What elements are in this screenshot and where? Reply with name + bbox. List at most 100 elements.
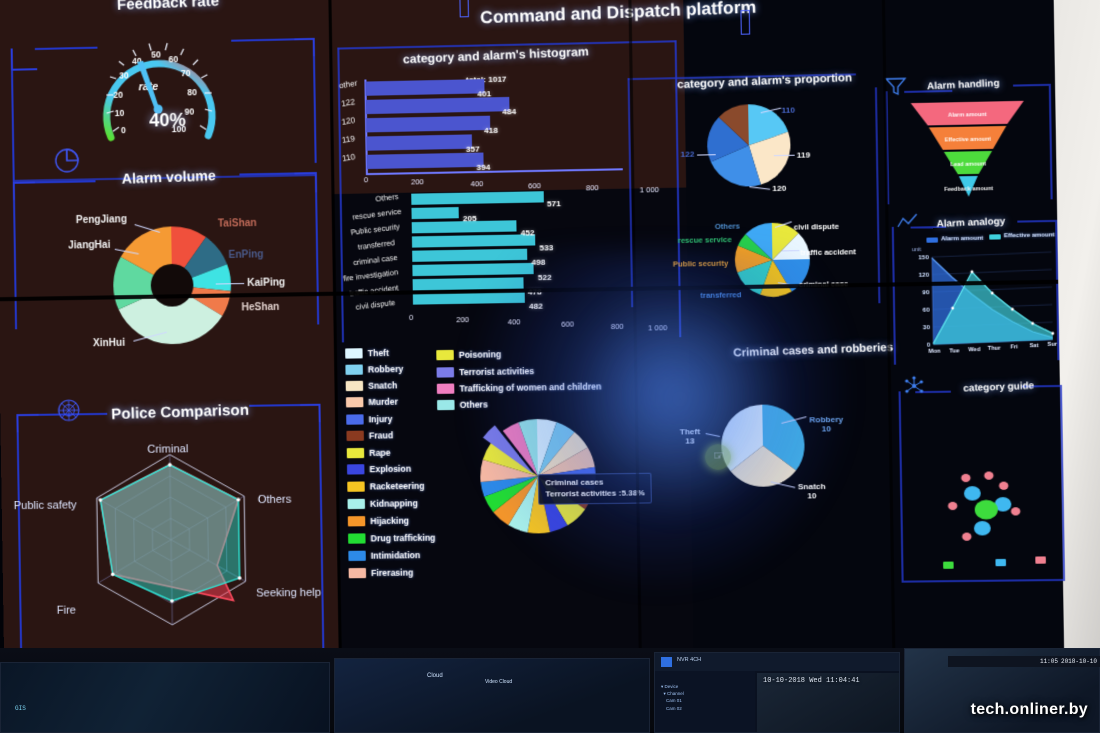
frame-edge-top-right [231, 38, 297, 42]
monitor-right-nvr[interactable]: NVR 4CH ▾ Device ▾ Channel Cam 01 Cam 02… [654, 652, 900, 733]
guide-legend-level-two[interactable] [1035, 556, 1049, 564]
legend-swatch [926, 236, 938, 243]
legend-item-theft[interactable]: Theft [345, 348, 389, 359]
svg-text:60: 60 [923, 308, 931, 314]
legend-item-kidnapping[interactable]: Kidnapping [347, 498, 418, 510]
legend-swatch [345, 380, 364, 392]
legend-swatch [989, 233, 1001, 240]
svg-text:Sat: Sat [1029, 343, 1038, 349]
bar-criminal-case[interactable] [412, 248, 528, 262]
tooltip-value: Terrorist activities :5.38% [545, 487, 645, 499]
windows-taskbar[interactable]: 11:05 2018-10-10 [948, 656, 1100, 667]
legend-item-rape[interactable]: Rape [346, 448, 391, 459]
legend-swatch [436, 367, 455, 378]
category-guide-graph[interactable] [935, 460, 1037, 559]
bar-value-rescue-service: 205 [462, 213, 477, 224]
svg-text:120: 120 [919, 273, 930, 279]
criminal-robberies-pie[interactable] [715, 399, 810, 498]
legend-item-murder[interactable]: Murder [345, 397, 398, 408]
guide-legend-level-one[interactable] [995, 558, 1009, 567]
donut-label-xinhui: XinHui [92, 337, 126, 350]
analogy-legend-alarm-amount[interactable]: Alarm amount [926, 236, 983, 243]
histogram-bar-120[interactable] [366, 115, 491, 133]
legend-swatch [346, 414, 364, 425]
frame-corner-bl [10, 47, 38, 71]
node-icon [902, 375, 925, 403]
svg-text:20: 20 [113, 90, 123, 100]
legend-item-fraud[interactable]: Fraud [346, 430, 393, 442]
legend-item-terrorist-activities[interactable]: Terrorist activities [436, 366, 534, 378]
category-proportion-pie[interactable] [702, 99, 795, 196]
legend-swatch [345, 348, 363, 359]
pie2-label-rescue-service: rescue service [677, 234, 732, 246]
svg-text:100: 100 [172, 124, 187, 134]
radar-icon [55, 397, 82, 429]
svg-text:30: 30 [923, 325, 931, 331]
radar-axis-seeking-help: Seeking help [256, 586, 322, 600]
guide-legend-total-alarm[interactable] [943, 561, 957, 569]
monitor-left[interactable]: GIS [0, 662, 330, 733]
legend-swatch [347, 516, 366, 527]
histogram-bar-119[interactable] [366, 134, 473, 151]
monitor-center[interactable]: Cloud Video Cloud [334, 658, 650, 733]
donut-label-kaiping: KaiPing [247, 277, 286, 290]
legend-item-injury[interactable]: Injury [346, 414, 393, 425]
legend-swatch [348, 567, 367, 579]
histogram-xtick-600: 600 [528, 181, 542, 191]
cctv-timestamp: 10-10-2018 Wed 11:04:41 [763, 677, 860, 685]
svg-text:90: 90 [185, 106, 195, 116]
donut-label-enping: EnPing [228, 249, 264, 261]
legend-item-explosion[interactable]: Explosion [346, 464, 411, 475]
legend-item-racketeering[interactable]: Racketeering [347, 481, 425, 492]
frame-corner-tl [16, 413, 41, 435]
histogram-value-110: 394 [476, 162, 491, 173]
bar-xtick-800: 800 [610, 321, 624, 332]
svg-text:0: 0 [121, 125, 126, 135]
legend-item-snatch[interactable]: Snatch [345, 380, 397, 392]
bar-fire-investigation[interactable] [412, 262, 534, 277]
legend-item-drug-trafficking[interactable]: Drug trafficking [348, 533, 435, 544]
pie-icon [53, 146, 82, 180]
svg-text:Wed: Wed [968, 347, 981, 353]
histogram-bar-110[interactable] [366, 152, 484, 170]
histogram-plot [364, 73, 664, 177]
histogram-bar-122[interactable] [365, 96, 510, 115]
legend-item-hijacking[interactable]: Hijacking [347, 516, 409, 527]
analogy-legend-effective-amount[interactable]: Effective amount [989, 232, 1055, 239]
legend-swatch [348, 550, 366, 562]
legend-swatch [943, 561, 954, 569]
alarm-analogy-chart: 150 120 90 60 30 0 Mon Tue Wed Thur Fri Sat Sun [907, 249, 1059, 368]
svg-text:10: 10 [115, 108, 125, 118]
bar-value-transferred: 533 [539, 243, 554, 253]
feedback-rate-value: 40% [149, 109, 186, 131]
svg-text:60: 60 [168, 54, 178, 64]
pie-label-110: 110 [781, 105, 795, 115]
legend-item-robbery[interactable]: Robbery [345, 364, 403, 375]
svg-text:Fri: Fri [1010, 344, 1018, 350]
bar-value-civil-dispute: 482 [528, 301, 543, 311]
donut-label-taishan: TaiShan [217, 217, 257, 230]
legend-swatch [346, 464, 365, 475]
legend-item-firerasing[interactable]: Firerasing [348, 567, 413, 579]
legend-item-intimidation[interactable]: Intimidation [348, 550, 420, 562]
bar-transferred[interactable] [411, 234, 536, 248]
legend-item-poisoning[interactable]: Poisoning [436, 349, 501, 361]
legend-swatch [347, 481, 365, 492]
histogram-bar-other[interactable] [365, 79, 485, 96]
bar-value-others: 571 [546, 199, 561, 209]
bar-others[interactable] [411, 191, 544, 205]
histogram-value-122: 484 [502, 106, 517, 117]
legend-item-others[interactable]: Others [437, 399, 488, 411]
svg-text:70: 70 [181, 68, 191, 78]
legend-swatch [345, 397, 364, 408]
bar-xtick-400: 400 [507, 317, 521, 327]
svg-text:Mon: Mon [928, 349, 941, 355]
taskbar-date: 2018-10-10 [1060, 658, 1097, 665]
bar-rescue-service[interactable] [411, 207, 459, 220]
legend-swatch [347, 498, 366, 510]
alarm-volume-donut-chart [110, 222, 234, 353]
svg-text:150: 150 [918, 255, 929, 261]
bar-xtick-0: 0 [409, 312, 414, 323]
